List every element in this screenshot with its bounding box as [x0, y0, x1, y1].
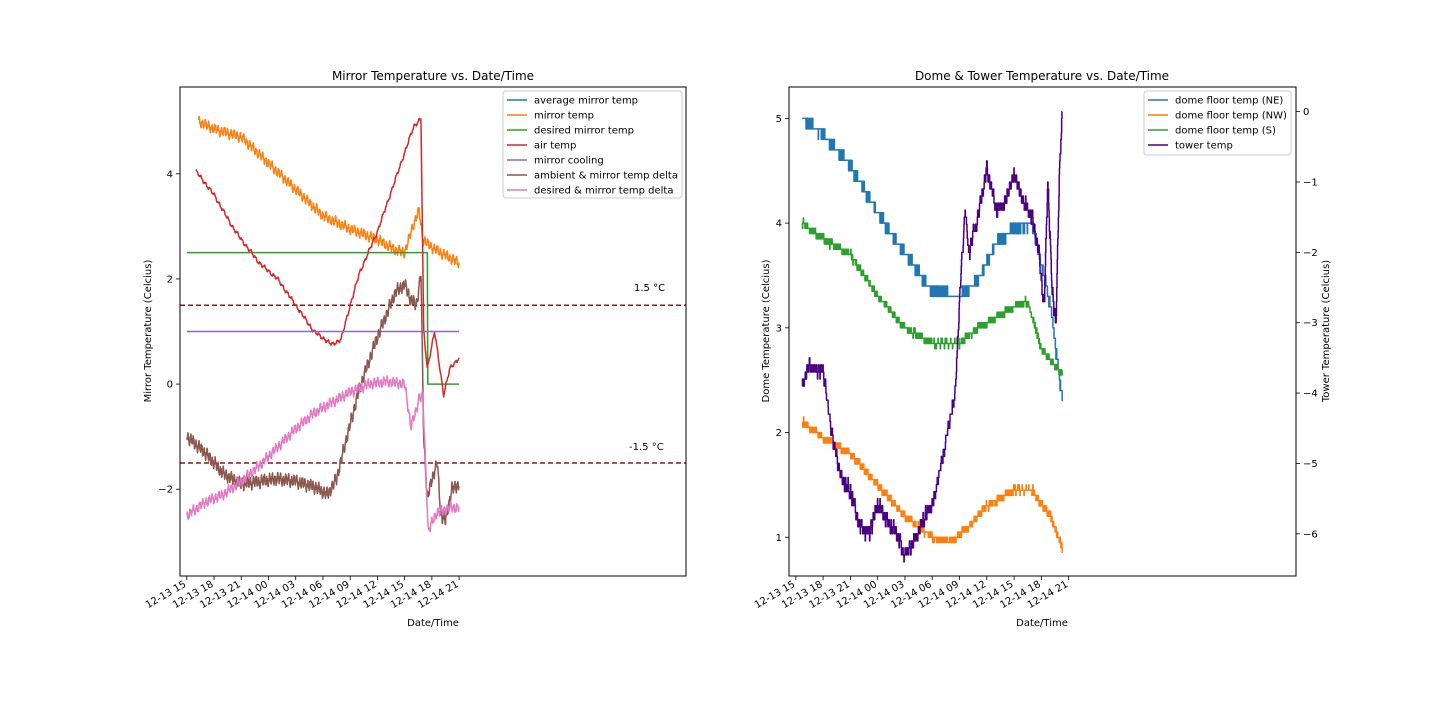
lower-threshold-label: -1.5 °C — [629, 442, 664, 453]
legend-label-dome-floor-temp-s: dome floor temp (S) — [1175, 126, 1276, 137]
legend-label-average-mirror-temp: average mirror temp — [534, 96, 638, 107]
y-axis-label: Mirror Temperature (Celcius) — [143, 260, 154, 403]
legend-label-dome-floor-temp-ne: dome floor temp (NE) — [1175, 96, 1283, 107]
y2-tick-label: −2 — [1303, 248, 1318, 259]
y2-tick-label: 0 — [1303, 107, 1309, 118]
legend: average mirror temp mirror temp desired mi… — [502, 90, 683, 199]
y2-tick-label: −3 — [1303, 318, 1318, 329]
legend-box — [502, 90, 683, 199]
y-tick-label: −2 — [158, 485, 173, 496]
y-tick-label: 2 — [167, 274, 173, 285]
mirror-temperature-chart: Mirror Temperature vs. Date/Time Date/Ti… — [143, 69, 687, 629]
series-line-mirror-temp — [197, 115, 460, 269]
y2-tick-label: −5 — [1303, 459, 1318, 470]
y-tick-label: 5 — [776, 114, 782, 125]
series-line-tower-temp — [801, 110, 1063, 563]
y-axis-label: Dome Temperature (Celcius) — [761, 259, 772, 402]
y-tick-label: 4 — [776, 219, 782, 230]
legend: dome floor temp (NE) dome floor temp (NW)… — [1143, 90, 1292, 156]
y-tick-label: 2 — [776, 428, 782, 439]
legend-label-dome-floor-temp-nw: dome floor temp (NW) — [1175, 111, 1287, 122]
x-axis-label: Date/Time — [407, 618, 459, 629]
series-line-ambient-mirror-temp-delta — [186, 275, 460, 526]
legend-label-tower-temp: tower temp — [1175, 141, 1233, 152]
series-line-dome-floor-temp-nw — [801, 416, 1063, 553]
legend-label-ambient-mirror-temp-delta: ambient & mirror temp delta — [534, 171, 678, 182]
plot-frame — [179, 86, 687, 577]
y2-tick-label: −6 — [1303, 529, 1318, 540]
y2-axis-label: Tower Temperature (Celcius) — [1321, 260, 1332, 403]
legend-label-mirror-temp: mirror temp — [534, 111, 594, 122]
y-tick-label: 3 — [776, 323, 782, 334]
x-axis-label: Date/Time — [1016, 618, 1068, 629]
legend-label-mirror-cooling: mirror cooling — [534, 156, 604, 167]
legend-label-desired-mirror-temp: desired mirror temp — [534, 126, 634, 137]
series-line-dome-floor-temp-ne — [801, 117, 1063, 402]
y-tick-label: 0 — [167, 380, 173, 391]
series-line-air-temp — [195, 117, 460, 398]
series-line-desired-mirror-temp — [186, 251, 460, 385]
y2-tick-label: −4 — [1303, 389, 1318, 400]
y2-tick-label: −1 — [1303, 177, 1318, 188]
plot-frame — [788, 86, 1297, 577]
chart-title: Mirror Temperature vs. Date/Time — [332, 69, 534, 83]
legend-box — [1143, 90, 1292, 156]
legend-label-desired-mirror-temp-delta: desired & mirror temp delta — [534, 186, 673, 197]
series-line-desired-mirror-temp-delta — [186, 375, 460, 533]
chart-title: Dome & Tower Temperature vs. Date/Time — [915, 69, 1169, 83]
upper-threshold-label: 1.5 °C — [634, 283, 665, 294]
y-tick-label: 1 — [776, 533, 782, 544]
series-line-dome-floor-temp-s — [801, 217, 1063, 376]
y-tick-label: 4 — [167, 169, 173, 180]
legend-label-air-temp: air temp — [534, 141, 576, 152]
